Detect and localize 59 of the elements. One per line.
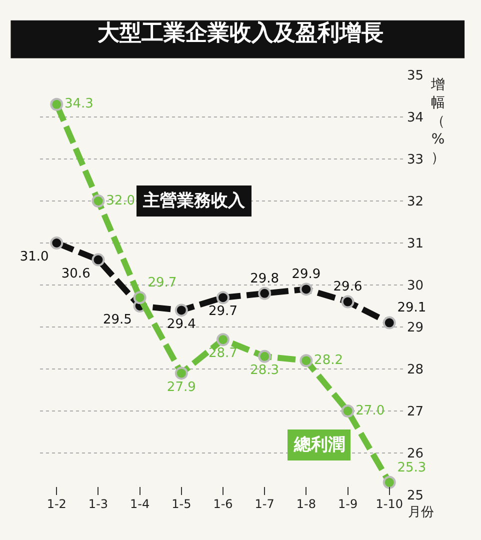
x-tick-label: 1-4 — [130, 497, 150, 511]
x-tick-label: 1-9 — [338, 497, 358, 511]
point — [92, 194, 105, 208]
x-tick-label: 1-6 — [213, 497, 233, 511]
y-tick-label: 25 — [407, 488, 424, 504]
point — [341, 404, 354, 418]
y-tick-label: 32 — [407, 194, 424, 210]
x-tick-label: 1-10 — [376, 497, 403, 511]
point — [300, 354, 313, 368]
point — [382, 316, 396, 330]
data-label: 29.1 — [397, 300, 426, 316]
point — [258, 350, 272, 363]
point — [382, 476, 396, 489]
data-label: 29.7 — [148, 275, 177, 290]
series-label: 總利潤 — [293, 435, 345, 455]
data-label: 29.9 — [292, 267, 321, 282]
point — [174, 366, 188, 380]
point — [133, 291, 146, 304]
data-label: 28.2 — [314, 352, 344, 368]
data-label: 28.3 — [250, 363, 280, 378]
y-tick-label: 35 — [407, 68, 424, 84]
data-label: 29.7 — [208, 304, 238, 320]
y-tick-label: 30 — [407, 278, 424, 294]
y-tick-label: 34 — [407, 110, 424, 126]
y-tick-label: 33 — [407, 152, 424, 168]
point — [216, 333, 230, 346]
data-label: 29.4 — [166, 316, 196, 332]
data-label: 34.3 — [64, 96, 94, 112]
data-label: 29.8 — [250, 271, 280, 286]
chart-title: 大型工業企業收入及盈利增長 — [98, 21, 384, 46]
y-tick-label: 26 — [407, 446, 424, 462]
x-tick-label: 1-3 — [88, 497, 108, 511]
data-label: 27.9 — [166, 380, 196, 395]
data-label: 29.6 — [333, 280, 362, 295]
point — [174, 304, 188, 317]
x-tick-label: 1-8 — [296, 497, 316, 511]
data-label: 30.6 — [61, 266, 90, 282]
data-label: 27.0 — [356, 403, 385, 418]
point — [258, 286, 272, 300]
y-tick-label: 28 — [407, 362, 424, 378]
x-tick-label: 1-7 — [254, 497, 274, 511]
point — [50, 236, 64, 250]
point — [341, 295, 354, 308]
y-tick-label: 27 — [407, 404, 424, 420]
data-label: 29.5 — [102, 312, 132, 328]
y-tick-label: 29 — [407, 320, 424, 336]
data-label: 32.0 — [106, 193, 136, 208]
x-axis-title: 月份 — [408, 505, 434, 520]
point — [216, 291, 230, 304]
point — [92, 253, 105, 266]
text: 主營業務收入 — [142, 191, 246, 211]
x-tick-label: 1-5 — [172, 497, 192, 511]
point — [50, 98, 64, 111]
data-label: 31.0 — [20, 250, 49, 265]
x-tick-label: 1-2 — [46, 497, 66, 511]
y-tick-label: 31 — [407, 236, 424, 252]
data-label: 25.3 — [397, 460, 426, 476]
point — [300, 282, 313, 296]
y-axis-title: 增幅（%） — [430, 77, 445, 166]
